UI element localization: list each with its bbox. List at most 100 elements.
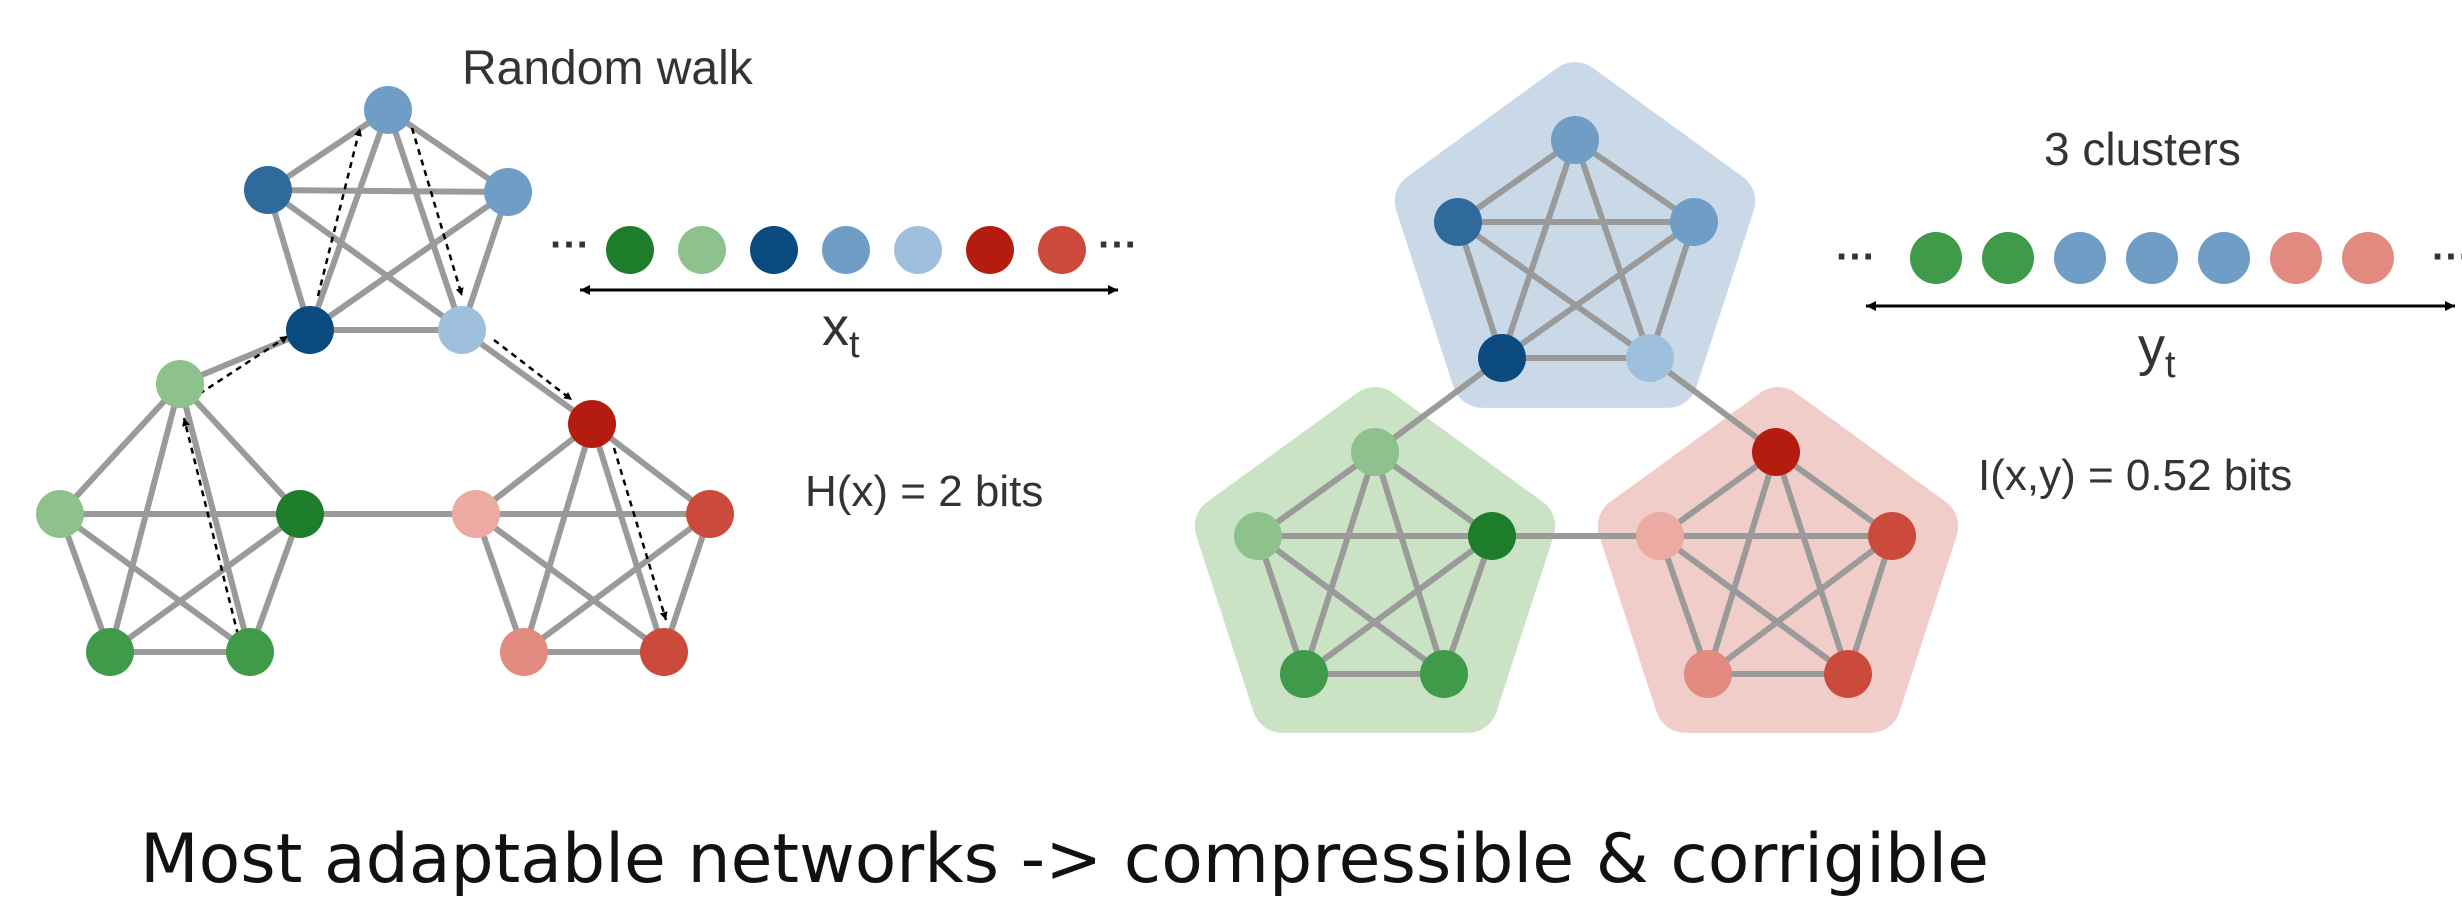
left-red-cluster-edge [589, 421, 667, 655]
left-red-cluster-edge [473, 511, 527, 655]
left-blue-cluster-edge [265, 187, 313, 333]
walk-step-arrow [410, 127, 464, 297]
right-sequence-ellipsis-end: ··· [2432, 235, 2462, 279]
left-blue-node [244, 166, 292, 214]
left-blue-cluster-edge [385, 107, 511, 195]
left-blue-node [484, 168, 532, 216]
left-sequence-dot [966, 226, 1014, 274]
left-sequence-dot [822, 226, 870, 274]
right-blue-cluster-edge [1572, 137, 1653, 361]
left-blue-cluster-edge [307, 189, 511, 333]
right-blue-node [1434, 198, 1482, 246]
right-sequence-dot [2126, 232, 2178, 284]
right-sequence [1910, 232, 2394, 284]
right-blue-cluster-edge [1499, 137, 1578, 361]
left-green-node [86, 628, 134, 676]
right-sequence-dot [2342, 232, 2394, 284]
left-blue-red-bridge [460, 327, 594, 427]
right-sequence-label: yt [2138, 317, 2176, 386]
right-red-cluster-edge [1773, 449, 1851, 677]
left-red-cluster-edge [473, 421, 595, 517]
right-red-cluster-edge [1845, 533, 1895, 677]
random-walk-arrows [182, 127, 668, 636]
right-network-nodes [1234, 116, 1916, 698]
left-sequence-ellipsis-end: ··· [1098, 223, 1138, 267]
left-sequence-var: x [822, 297, 849, 357]
left-sequence-dot [678, 226, 726, 274]
right-green-cluster-edge [1301, 449, 1378, 677]
right-blue-node [1478, 334, 1526, 382]
left-sequence-dot [750, 226, 798, 274]
left-green-cluster-edge [177, 381, 253, 655]
right-red-cluster-edge [1657, 533, 1711, 677]
random-walk-title: Random walk [462, 42, 754, 95]
left-blue-node [286, 306, 334, 354]
left-red-cluster-edge [661, 511, 713, 655]
left-green-cluster-edge [57, 511, 113, 655]
left-green-node [156, 360, 204, 408]
walk-step-arrow [493, 339, 573, 401]
right-green-cluster-edge [1255, 449, 1378, 539]
right-sequence-dot [2054, 232, 2106, 284]
right-red-cluster-edge [1657, 533, 1851, 677]
right-blue-node [1670, 198, 1718, 246]
right-green-cluster-edge [1255, 533, 1307, 677]
right-green-node [1234, 512, 1282, 560]
clusters-title: 3 clusters [2044, 123, 2241, 175]
left-green-cluster-edge [57, 511, 253, 655]
right-green-cluster-edge [1255, 533, 1447, 677]
left-blue-cluster-edge [459, 189, 511, 333]
right-blue-cluster-edge [1499, 219, 1697, 361]
right-green-cluster-edge [1301, 533, 1495, 677]
left-sequence-dot [894, 226, 942, 274]
walk-step-arrow [316, 127, 362, 297]
left-blue-cluster-edge [385, 107, 465, 333]
left-red-node [686, 490, 734, 538]
right-blue-green-bridge [1373, 355, 1504, 455]
left-sequence-label: xt [822, 297, 860, 366]
right-green-node [1351, 428, 1399, 476]
left-green-node [276, 490, 324, 538]
left-green-cluster-edge [177, 381, 303, 517]
right-sequence-dot [1982, 232, 2034, 284]
right-green-cluster-edge [1441, 533, 1495, 677]
right-blue-node [1551, 116, 1599, 164]
left-red-node [568, 400, 616, 448]
right-red-node [1824, 650, 1872, 698]
left-sequence-dot [1038, 226, 1086, 274]
right-red-cluster-edge [1705, 449, 1779, 677]
right-green-cluster-edge [1372, 449, 1447, 677]
red-cluster-background [1597, 387, 1959, 733]
right-green-node [1468, 512, 1516, 560]
green-cluster-background [1194, 387, 1556, 733]
right-sequence-dot [1910, 232, 1962, 284]
left-sequence [606, 226, 1086, 274]
left-green-cluster-edge [107, 511, 303, 655]
right-green-node [1280, 650, 1328, 698]
right-blue-cluster-edge [1455, 219, 1653, 361]
walk-step-arrow [182, 417, 240, 636]
left-blue-node [364, 86, 412, 134]
left-red-cluster-edge [589, 421, 713, 517]
right-blue-cluster-edge [1572, 137, 1697, 225]
right-sequence-ellipsis-start: ··· [1836, 235, 1876, 279]
left-network-nodes [36, 86, 734, 676]
left-red-node [452, 490, 500, 538]
right-blue-node [1626, 334, 1674, 382]
right-sequence-dot [2198, 232, 2250, 284]
left-sequence-dot [606, 226, 654, 274]
right-blue-red-bridge [1648, 355, 1778, 455]
right-red-cluster-edge [1705, 533, 1895, 677]
left-green-node [226, 628, 274, 676]
left-green-cluster-edge [57, 381, 183, 517]
walk-step-arrow [189, 334, 289, 402]
left-blue-node [438, 306, 486, 354]
right-green-cluster-edge [1372, 449, 1495, 539]
left-blue-cluster-edge [265, 187, 511, 195]
left-red-cluster-edge [521, 511, 713, 655]
slide-caption: Most adaptable networks -> compressible … [140, 820, 1989, 899]
left-red-cluster-edge [473, 511, 667, 655]
left-blue-cluster-edge [265, 187, 465, 333]
left-red-node [640, 628, 688, 676]
